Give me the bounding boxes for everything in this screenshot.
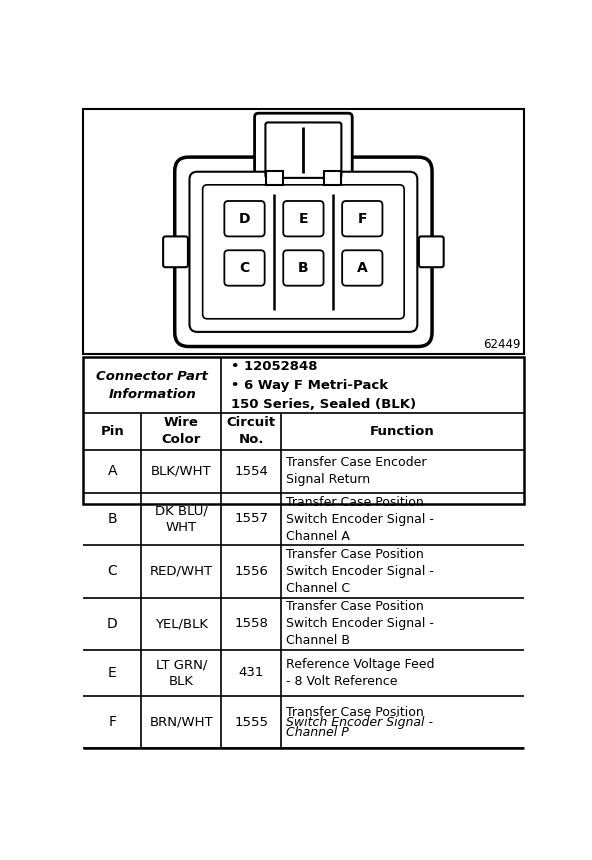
Text: F: F [108,716,117,729]
FancyBboxPatch shape [202,185,404,319]
Text: RED/WHT: RED/WHT [150,565,213,578]
Text: 1555: 1555 [234,716,268,728]
FancyBboxPatch shape [283,201,324,236]
Text: 431: 431 [239,666,264,679]
Text: 1557: 1557 [234,513,268,525]
FancyBboxPatch shape [163,237,188,267]
Text: Transfer Case Position: Transfer Case Position [287,706,424,719]
FancyBboxPatch shape [224,201,265,236]
Bar [83,109,523,354]
Text: D: D [107,617,118,630]
Text: DK BLU/
WHT: DK BLU/ WHT [155,504,208,534]
FancyBboxPatch shape [175,157,432,347]
Text: Channel P: Channel P [287,726,349,739]
Text: Transfer Case Position
Switch Encoder Signal -
Channel A: Transfer Case Position Switch Encoder Si… [287,495,434,543]
Text: A: A [108,464,117,478]
Text: LT GRN/
BLK: LT GRN/ BLK [156,658,207,688]
Text: A: A [357,261,368,275]
FancyBboxPatch shape [265,122,342,178]
Text: BLK/WHT: BLK/WHT [151,464,212,478]
Bar [83,357,523,504]
Text: E: E [108,666,117,680]
Bar [266,171,283,185]
Text: Circuit
No.: Circuit No. [227,416,276,446]
Text: Function: Function [370,425,435,438]
FancyBboxPatch shape [189,172,417,332]
FancyBboxPatch shape [342,201,382,236]
Text: Switch Encoder Signal -: Switch Encoder Signal - [287,716,433,728]
Text: 62449: 62449 [483,338,520,351]
Text: Pin: Pin [101,425,124,438]
FancyBboxPatch shape [419,237,443,267]
Text: B: B [108,512,117,526]
Text: B: B [298,261,308,275]
FancyBboxPatch shape [342,250,382,286]
Text: 1554: 1554 [234,464,268,478]
Text: Transfer Case Position
Switch Encoder Signal -
Channel B: Transfer Case Position Switch Encoder Si… [287,600,434,648]
FancyBboxPatch shape [283,250,324,286]
Bar [324,171,340,185]
Text: 1556: 1556 [234,565,268,578]
Text: BRN/WHT: BRN/WHT [150,716,213,728]
Text: Reference Voltage Feed
- 8 Volt Reference: Reference Voltage Feed - 8 Volt Referenc… [287,658,435,688]
FancyBboxPatch shape [255,114,352,182]
Text: E: E [298,212,308,225]
Text: Transfer Case Encoder
Signal Return: Transfer Case Encoder Signal Return [287,457,427,486]
Text: • 12052848
• 6 Way F Metri-Pack
150 Series, Sealed (BLK): • 12052848 • 6 Way F Metri-Pack 150 Seri… [230,359,416,410]
Text: Wire
Color: Wire Color [162,416,201,446]
Text: Connector Part
Information: Connector Part Information [96,370,208,401]
FancyBboxPatch shape [224,250,265,286]
Text: 1558: 1558 [234,617,268,630]
Text: C: C [108,564,117,579]
Text: F: F [358,212,367,225]
Text: D: D [239,212,250,225]
Text: Transfer Case Position
Switch Encoder Signal -
Channel C: Transfer Case Position Switch Encoder Si… [287,548,434,595]
Text: C: C [239,261,250,275]
Text: YEL/BLK: YEL/BLK [155,617,208,630]
